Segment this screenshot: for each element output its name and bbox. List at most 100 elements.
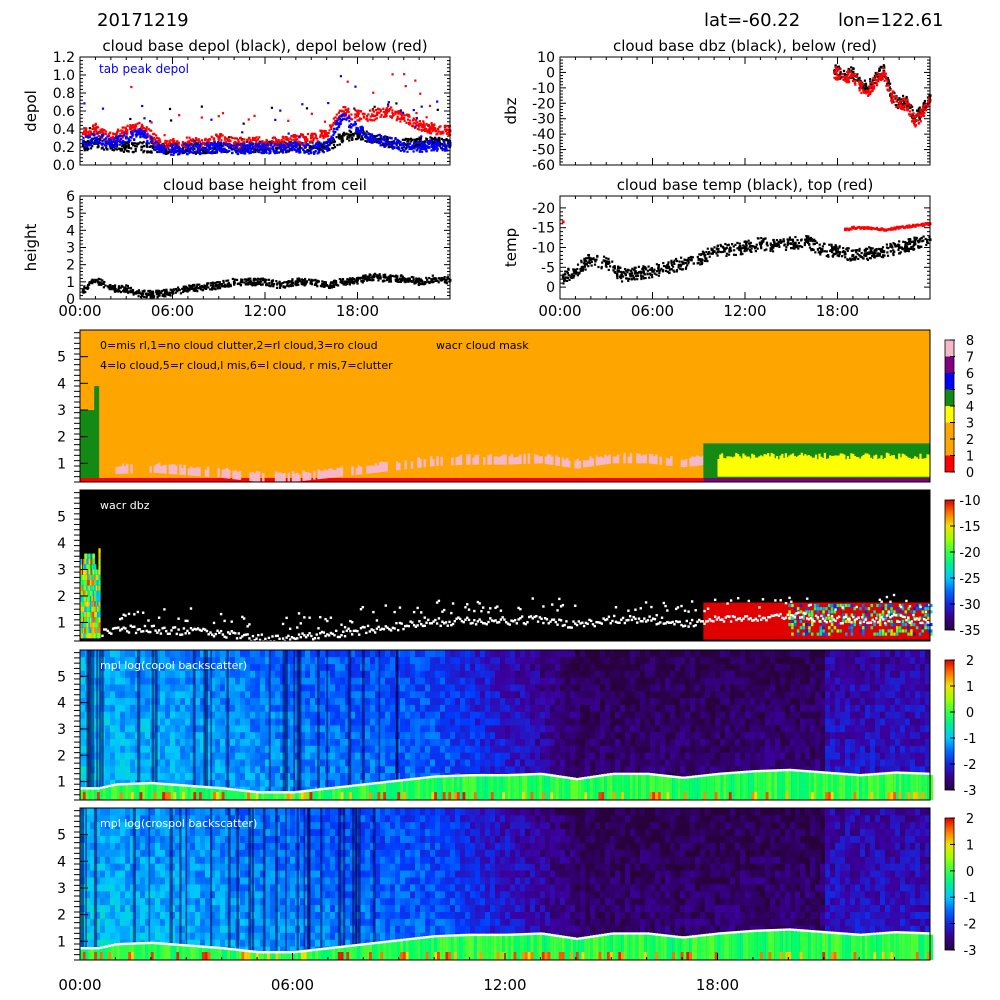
data-point — [708, 255, 711, 258]
data-point — [307, 152, 310, 155]
data-point — [231, 151, 234, 154]
data-point — [428, 276, 431, 280]
data-point — [339, 279, 343, 282]
data-point — [138, 129, 141, 132]
data-point — [365, 136, 369, 139]
data-point — [896, 98, 899, 101]
data-point — [421, 123, 425, 127]
data-point — [409, 142, 412, 145]
data-point — [383, 110, 387, 114]
data-point — [298, 140, 301, 143]
data-point — [343, 280, 346, 283]
data-point — [249, 139, 252, 142]
data-point — [122, 144, 125, 147]
data-point — [410, 146, 413, 149]
data-point — [579, 269, 582, 272]
data-point — [132, 293, 135, 296]
data-point — [279, 146, 282, 150]
data-point — [303, 145, 307, 148]
data-point — [171, 145, 174, 149]
data-point — [138, 132, 141, 136]
data-point — [258, 143, 261, 147]
data-point — [332, 284, 335, 287]
data-point — [858, 249, 861, 252]
data-point — [235, 150, 238, 153]
data-point — [877, 80, 880, 83]
data-point — [909, 114, 912, 118]
data-point — [445, 148, 448, 151]
data-point — [434, 279, 437, 283]
data-point — [321, 283, 324, 286]
data-point — [421, 144, 425, 147]
data-point — [563, 279, 566, 282]
data-point — [212, 287, 215, 290]
data-point — [360, 138, 363, 141]
data-point — [137, 295, 140, 298]
data-point — [436, 140, 439, 143]
data-point — [255, 145, 258, 148]
data-point — [228, 149, 231, 153]
data-point — [142, 151, 145, 154]
data-point — [178, 114, 181, 117]
data-point — [223, 142, 226, 146]
data-point — [180, 150, 183, 153]
data-point — [436, 147, 439, 150]
data-point — [914, 124, 918, 127]
data-point — [342, 134, 345, 137]
data-point — [121, 136, 125, 139]
data-point — [909, 104, 912, 107]
data-point — [286, 284, 289, 287]
data-point — [121, 129, 124, 132]
data-point — [372, 110, 375, 113]
data-point — [406, 279, 409, 282]
data-point — [333, 140, 336, 143]
data-point — [415, 143, 418, 146]
data-point — [734, 253, 737, 257]
data-point — [433, 147, 436, 150]
data-point — [309, 134, 313, 137]
data-point — [148, 145, 151, 148]
data-point — [333, 132, 336, 135]
data-point — [385, 278, 389, 282]
data-point — [369, 115, 372, 118]
data-point — [355, 130, 358, 133]
y-tick-label: -30 — [532, 112, 555, 128]
data-point — [311, 147, 315, 150]
data-point — [84, 129, 87, 132]
data-point — [285, 143, 288, 146]
data-point — [221, 112, 225, 115]
data-point — [923, 108, 927, 111]
data-point — [275, 151, 278, 154]
data-point — [298, 148, 301, 151]
data-point — [173, 149, 177, 152]
data-point — [405, 113, 408, 117]
data-point — [344, 106, 347, 109]
data-point — [363, 277, 366, 280]
data-point — [361, 128, 364, 131]
data-point — [196, 143, 199, 146]
data-point — [885, 76, 888, 79]
data-point — [294, 141, 297, 144]
data-point — [675, 270, 678, 273]
data-point — [280, 282, 283, 285]
data-point — [193, 139, 196, 142]
data-point — [309, 280, 313, 284]
data-point — [103, 144, 107, 147]
data-point — [864, 253, 868, 256]
y-tick-label: 4 — [66, 223, 75, 239]
data-point — [104, 141, 108, 144]
data-point — [382, 115, 385, 118]
data-point — [130, 136, 133, 139]
data-point — [918, 106, 921, 109]
data-point — [166, 140, 169, 143]
data-point — [354, 108, 357, 112]
data-point — [203, 151, 206, 154]
data-point — [193, 284, 196, 287]
data-point — [222, 279, 225, 283]
data-point — [863, 79, 867, 82]
data-point — [628, 272, 631, 275]
data-point — [417, 140, 420, 144]
data-point — [348, 116, 351, 120]
data-point — [270, 139, 274, 143]
data-point — [85, 135, 88, 138]
